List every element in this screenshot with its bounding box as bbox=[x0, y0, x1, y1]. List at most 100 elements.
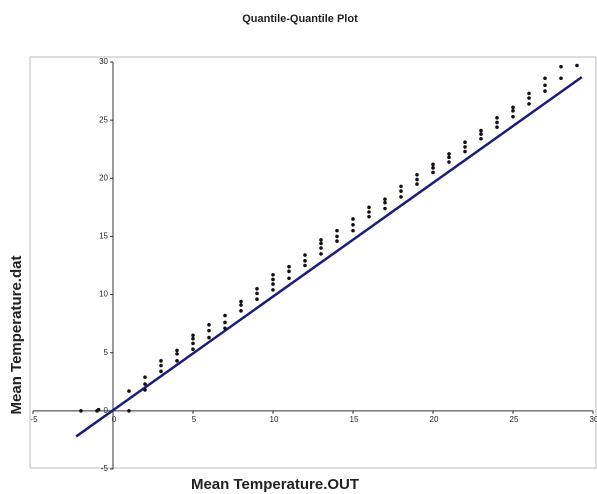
chart-title: Quantile-Quantile Plot bbox=[242, 13, 358, 25]
point bbox=[271, 288, 275, 292]
point bbox=[399, 195, 403, 199]
point bbox=[239, 309, 243, 313]
point bbox=[415, 177, 419, 182]
point bbox=[159, 359, 163, 363]
x-tick-label: 30 bbox=[590, 415, 597, 424]
point bbox=[415, 172, 419, 177]
point bbox=[431, 166, 435, 170]
point bbox=[543, 76, 547, 81]
point bbox=[175, 352, 179, 356]
point bbox=[223, 320, 227, 325]
point bbox=[207, 323, 211, 327]
point bbox=[239, 299, 243, 304]
y-tick-label: 5 bbox=[104, 348, 109, 357]
point bbox=[463, 140, 467, 145]
point bbox=[319, 252, 323, 256]
point bbox=[367, 210, 371, 214]
x-tick-label: 0 bbox=[112, 415, 117, 424]
point bbox=[383, 200, 387, 205]
point bbox=[255, 291, 259, 296]
y-tick-label: 0 bbox=[104, 406, 109, 415]
point bbox=[223, 313, 227, 318]
point bbox=[79, 409, 83, 413]
y-tick-label: 15 bbox=[99, 232, 108, 241]
point bbox=[495, 120, 499, 125]
point bbox=[303, 259, 307, 263]
point bbox=[511, 114, 515, 119]
point bbox=[191, 336, 195, 341]
y-tick-label: 20 bbox=[99, 173, 108, 182]
x-tick-label: 20 bbox=[430, 415, 439, 424]
point bbox=[527, 102, 531, 106]
point bbox=[543, 83, 547, 88]
point bbox=[511, 105, 515, 110]
point bbox=[191, 341, 195, 346]
point bbox=[271, 282, 275, 286]
point bbox=[191, 333, 195, 338]
point bbox=[143, 388, 147, 392]
point bbox=[255, 286, 259, 291]
point bbox=[351, 223, 355, 227]
point bbox=[479, 136, 483, 141]
point bbox=[319, 241, 323, 246]
point bbox=[335, 239, 339, 243]
point bbox=[511, 109, 515, 113]
point bbox=[399, 184, 403, 189]
point bbox=[319, 238, 323, 242]
point bbox=[207, 328, 211, 333]
point bbox=[463, 149, 467, 154]
point bbox=[96, 407, 101, 412]
point bbox=[463, 145, 467, 149]
point bbox=[239, 303, 243, 307]
point bbox=[335, 228, 339, 233]
reference-line bbox=[75, 76, 583, 438]
point bbox=[559, 64, 563, 69]
point bbox=[351, 228, 355, 233]
x-tick-label: 10 bbox=[270, 415, 279, 424]
point bbox=[559, 76, 563, 81]
point bbox=[207, 335, 211, 340]
point bbox=[415, 182, 419, 186]
point bbox=[319, 246, 323, 250]
point bbox=[543, 89, 547, 93]
point bbox=[447, 152, 451, 156]
point bbox=[447, 160, 451, 164]
y-tick-label: 30 bbox=[99, 57, 108, 66]
point bbox=[287, 269, 291, 274]
point bbox=[127, 389, 131, 393]
point bbox=[335, 234, 339, 239]
point bbox=[527, 91, 531, 96]
point bbox=[159, 363, 163, 368]
point bbox=[383, 206, 387, 211]
point bbox=[351, 217, 355, 221]
point bbox=[399, 189, 403, 193]
y-tick-label: 25 bbox=[99, 115, 108, 124]
point bbox=[431, 162, 435, 167]
point bbox=[127, 409, 131, 413]
point bbox=[479, 128, 483, 133]
point bbox=[383, 197, 387, 202]
y-tick-label: -5 bbox=[101, 464, 109, 473]
point bbox=[367, 205, 371, 210]
point bbox=[527, 96, 531, 100]
point bbox=[191, 347, 195, 352]
y-axis-label: Mean Temperature.dat bbox=[8, 256, 25, 415]
point bbox=[159, 369, 163, 374]
point bbox=[271, 273, 275, 277]
point bbox=[447, 155, 451, 160]
point bbox=[303, 263, 307, 268]
point bbox=[255, 297, 259, 302]
x-tick-label: 25 bbox=[510, 415, 519, 424]
x-tick-label: -5 bbox=[30, 415, 38, 424]
point bbox=[143, 375, 147, 379]
x-axis-label: Mean Temperature.OUT bbox=[191, 476, 359, 493]
point bbox=[303, 253, 307, 257]
x-tick-label: 5 bbox=[192, 415, 197, 424]
point bbox=[223, 326, 227, 331]
point bbox=[495, 116, 499, 120]
point bbox=[175, 348, 179, 353]
point bbox=[143, 382, 147, 386]
x-tick-label: 15 bbox=[350, 415, 359, 424]
